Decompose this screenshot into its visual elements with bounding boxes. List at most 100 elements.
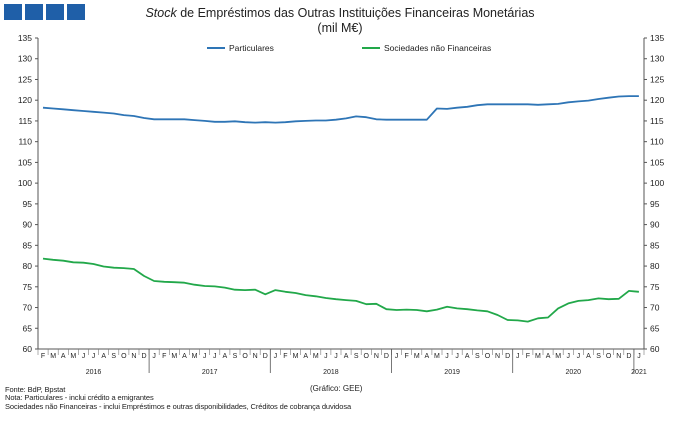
y-tick-label-left: 75: [23, 282, 33, 292]
month-label: F: [526, 353, 530, 360]
y-tick-label-left: 90: [23, 220, 33, 230]
year-label: 2017: [202, 369, 218, 376]
month-label: M: [293, 353, 299, 360]
y-tick-label-right: 120: [650, 95, 664, 105]
month-label: D: [263, 353, 268, 360]
month-label: M: [171, 353, 177, 360]
month-label: D: [626, 353, 631, 360]
month-label: F: [405, 353, 409, 360]
month-label: F: [283, 353, 287, 360]
y-tick-label-left: 115: [18, 116, 32, 126]
month-label: J: [567, 353, 571, 360]
month-label: M: [50, 353, 56, 360]
year-label: 2018: [323, 369, 339, 376]
month-label: M: [313, 353, 319, 360]
y-tick-label-right: 70: [650, 303, 660, 313]
month-label: J: [152, 353, 156, 360]
month-label: A: [586, 353, 591, 360]
month-label: A: [344, 353, 349, 360]
y-tick-label-left: 65: [23, 323, 33, 333]
note-snf: Sociedades não Financeiras - inclui Empr…: [5, 402, 352, 411]
month-label: J: [334, 353, 338, 360]
month-label: A: [182, 353, 187, 360]
month-label: O: [242, 353, 248, 360]
month-label: N: [616, 353, 621, 360]
month-label: M: [70, 353, 76, 360]
month-label: J: [82, 353, 86, 360]
month-label: N: [253, 353, 258, 360]
month-label: F: [162, 353, 166, 360]
month-label: F: [41, 353, 45, 360]
month-label: M: [555, 353, 561, 360]
month-label: S: [354, 353, 359, 360]
month-label: O: [121, 353, 127, 360]
y-tick-label-right: 85: [650, 240, 660, 250]
month-label: J: [637, 353, 641, 360]
chart-units: (mil M€): [317, 21, 363, 35]
month-label: D: [505, 353, 510, 360]
month-label: J: [445, 353, 449, 360]
month-label: N: [374, 353, 379, 360]
y-tick-label-right: 100: [650, 178, 664, 188]
month-label: A: [303, 353, 308, 360]
month-label: S: [475, 353, 480, 360]
y-tick-label-left: 120: [18, 95, 32, 105]
y-tick-label-right: 130: [650, 54, 664, 64]
month-label: J: [324, 353, 328, 360]
y-tick-label-left: 60: [23, 344, 33, 354]
y-tick-label-left: 85: [23, 240, 33, 250]
year-label: 2016: [86, 369, 102, 376]
month-label: A: [101, 353, 106, 360]
y-tick-label-right: 65: [650, 323, 660, 333]
month-label: A: [61, 353, 66, 360]
year-label: 2020: [566, 369, 582, 376]
logo-square: [46, 4, 64, 20]
series-line-snf: [42, 257, 639, 323]
month-label: M: [434, 353, 440, 360]
month-label: D: [384, 353, 389, 360]
y-tick-label-left: 130: [18, 54, 32, 64]
month-label: J: [274, 353, 278, 360]
y-tick-label-left: 110: [18, 137, 32, 147]
logo-square: [67, 4, 85, 20]
logo-square: [25, 4, 43, 20]
y-tick-label-right: 75: [650, 282, 660, 292]
month-label: A: [425, 353, 430, 360]
month-label: N: [131, 353, 136, 360]
month-label: J: [395, 353, 399, 360]
legend-label: Sociedades não Financeiras: [384, 43, 491, 53]
legend-label: Particulares: [229, 43, 274, 53]
y-tick-label-right: 125: [650, 74, 664, 84]
chart-title: Stock de Empréstimos das Outras Institui…: [0, 6, 680, 36]
y-tick-label-left: 125: [18, 74, 32, 84]
month-label: J: [455, 353, 459, 360]
year-label: 2019: [444, 369, 460, 376]
y-tick-label-right: 60: [650, 344, 660, 354]
chart-credit: (Gráfico: GEE): [310, 384, 363, 393]
month-label: M: [535, 353, 541, 360]
y-tick-label-left: 100: [18, 178, 32, 188]
y-tick-label-right: 105: [650, 157, 664, 167]
month-label: S: [111, 353, 116, 360]
y-tick-label-right: 115: [650, 116, 664, 126]
month-label: J: [92, 353, 96, 360]
month-label: O: [606, 353, 612, 360]
y-tick-label-left: 80: [23, 261, 33, 271]
month-label: N: [495, 353, 500, 360]
title-text: de Empréstimos das Outras Instituições F…: [176, 6, 535, 20]
month-label: O: [485, 353, 491, 360]
source-text: Fonte: BdP, Bpstat: [5, 385, 66, 394]
year-label: 2021: [631, 369, 647, 376]
y-tick-label-right: 95: [650, 199, 660, 209]
title-italic: Stock: [145, 6, 177, 20]
y-tick-label-left: 95: [23, 199, 33, 209]
y-tick-label-left: 70: [23, 303, 33, 313]
month-label: M: [414, 353, 420, 360]
series-line-particulares: [42, 95, 639, 124]
month-label: S: [233, 353, 238, 360]
month-label: J: [577, 353, 581, 360]
y-tick-label-right: 110: [650, 137, 664, 147]
logo-square: [4, 4, 22, 20]
month-label: J: [203, 353, 207, 360]
